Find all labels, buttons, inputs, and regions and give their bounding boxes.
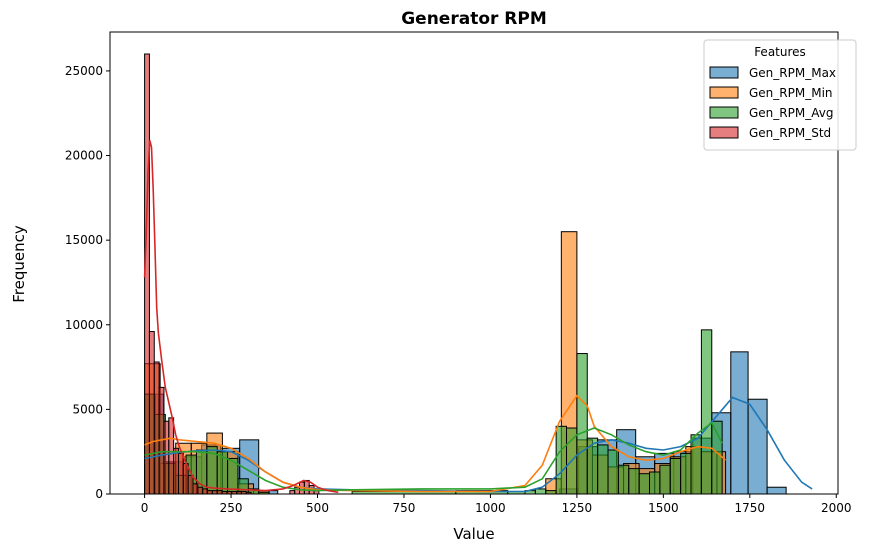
bar-gen-rpm-std: [197, 486, 204, 495]
legend-swatch-gen-rpm-max: [709, 66, 739, 79]
kde-line-gen-rpm-std: [143, 140, 339, 494]
legend-swatch-gen-rpm-avg: [709, 106, 739, 119]
bar-gen-rpm-std: [148, 331, 155, 495]
bar-gen-rpm-std: [216, 490, 223, 495]
bar-gen-rpm-max: [730, 351, 749, 495]
series-gen-rpm-min: [144, 231, 727, 495]
y-tick-label: 10000: [65, 318, 103, 332]
legend-swatch-gen-rpm-std: [709, 126, 739, 139]
bar-gen-rpm-avg: [597, 444, 609, 495]
axis-ticks: 0 250 500 750 1000 1250 1500 1750 20000500010000…: [65, 64, 852, 515]
bar-gen-rpm-avg: [700, 329, 713, 495]
bar-gen-rpm-std: [182, 463, 189, 495]
plot-frame: [109, 31, 839, 495]
kde-line-gen-rpm-min: [144, 394, 727, 493]
bar-gen-rpm-std: [207, 490, 213, 495]
bar-gen-rpm-max: [747, 398, 768, 495]
bar-gen-rpm-avg: [576, 353, 588, 495]
bar-gen-rpm-avg: [628, 468, 640, 495]
x-tick-label: 1750: [735, 501, 766, 515]
legend-swatch-gen-rpm-min: [709, 86, 739, 99]
bar-gen-rpm-avg: [649, 471, 661, 495]
x-tick-label: 250: [220, 501, 243, 515]
bar-gen-rpm-std: [294, 486, 301, 495]
y-tick-label: 0: [95, 487, 103, 501]
x-tick-label: 1250: [562, 501, 593, 515]
series-gen-rpm-std: [144, 53, 320, 495]
bar-gen-rpm-std: [202, 488, 209, 495]
bar-gen-rpm-avg: [555, 425, 568, 495]
bar-gen-rpm-std: [192, 483, 199, 495]
bar-gen-rpm-std: [289, 490, 296, 495]
chart-title: Generator RPM: [401, 9, 547, 29]
bar-gen-rpm-avg: [669, 457, 682, 495]
x-tick-label: 2000: [821, 501, 852, 515]
legend: Features Gen_RPM_Max Gen_RPM_Min Gen_RPM_Av…: [703, 39, 857, 151]
bar-gen-rpm-avg: [617, 464, 630, 495]
bar-gen-rpm-avg: [638, 473, 651, 495]
bar-gen-rpm-max: [766, 486, 787, 495]
legend-label-gen-rpm-max: Gen_RPM_Max: [749, 66, 836, 80]
x-axis-label: Value: [453, 525, 494, 543]
legend-title: Features: [754, 45, 806, 59]
bar-gen-rpm-std: [177, 452, 184, 495]
bar-gen-rpm-avg: [534, 488, 547, 495]
bar-gen-rpm-avg: [680, 452, 692, 495]
x-tick-label: 750: [393, 501, 416, 515]
bar-gen-rpm-std: [153, 361, 160, 495]
plot-area: [143, 53, 813, 495]
x-tick-label: 500: [306, 501, 329, 515]
x-tick-label: 1000: [475, 501, 506, 515]
y-axis-label: Frequency: [10, 225, 28, 303]
legend-label-gen-rpm-min: Gen_RPM_Min: [749, 86, 833, 100]
x-tick-label: 1500: [648, 501, 679, 515]
x-tick-label: 0: [141, 501, 149, 515]
y-tick-label: 5000: [72, 402, 103, 416]
bar-gen-rpm-std: [211, 490, 218, 495]
y-tick-label: 15000: [65, 233, 103, 247]
bar-gen-rpm-std: [168, 417, 175, 495]
bar-gen-rpm-avg: [690, 434, 702, 495]
kde-line-gen-rpm-avg: [144, 421, 723, 492]
bar-gen-rpm-std: [173, 447, 179, 495]
legend-label-gen-rpm-std: Gen_RPM_Std: [749, 126, 831, 140]
legend-box: [703, 39, 857, 151]
series-gen-rpm-avg: [144, 329, 723, 495]
y-tick-label: 25000: [65, 64, 103, 78]
kde-line-gen-rpm-max: [144, 396, 813, 493]
bar-gen-rpm-avg: [607, 449, 619, 495]
bar-gen-rpm-std: [163, 420, 170, 495]
y-tick-label: 20000: [65, 149, 103, 163]
bar-gen-rpm-avg: [659, 464, 671, 495]
bar-gen-rpm-avg: [545, 490, 557, 495]
bar-gen-rpm-std: [187, 474, 194, 495]
legend-label-gen-rpm-avg: Gen_RPM_Avg: [749, 106, 833, 120]
